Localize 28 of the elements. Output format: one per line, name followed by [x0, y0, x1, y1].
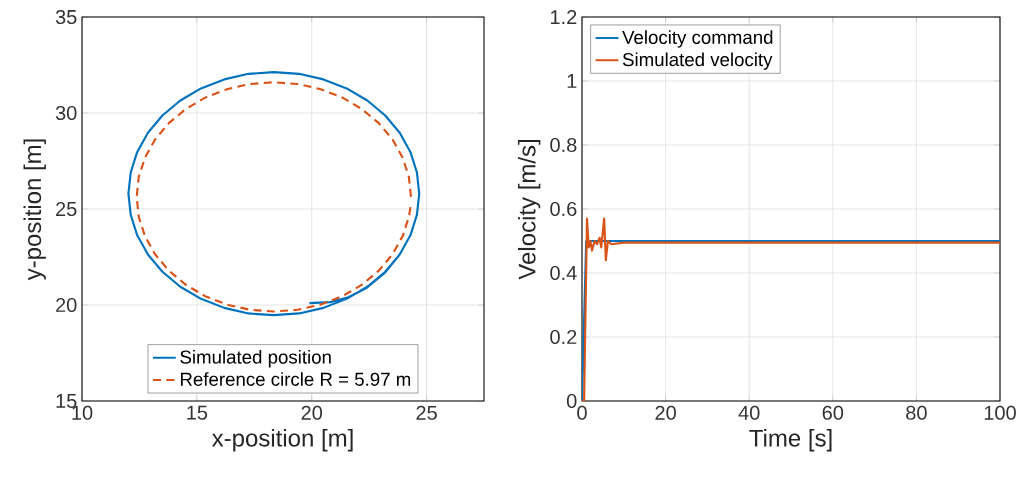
y-tick-label: 0.6: [550, 201, 577, 217]
x-tick-label: 100: [984, 405, 1016, 420]
x-tick-label: 0: [577, 405, 587, 420]
y-tick-label: 35: [55, 9, 77, 25]
y-tick-label: 1.2: [551, 10, 577, 24]
x-axis-title: Time [s]: [749, 429, 832, 452]
x-tick-label: 20: [655, 405, 676, 420]
legend-label: Reference circle R = 5.97 m: [180, 372, 411, 386]
x-tick-label: 60: [822, 405, 844, 420]
y-axis-title: y-position [m]: [23, 139, 46, 281]
y-tick-label: 1: [567, 74, 577, 88]
legend-label: Simulated position: [180, 349, 331, 368]
legend-label: Velocity command: [622, 30, 773, 48]
y-axis-title: Velocity [m/s]: [517, 140, 541, 280]
y-tick-label: 0: [566, 393, 577, 409]
x-tick-label: 40: [738, 405, 760, 420]
x-tick-label: 15: [187, 405, 208, 420]
legend-label: Simulated velocity: [622, 52, 773, 70]
y-tick-label: 25: [56, 201, 77, 217]
x-tick-label: 80: [906, 405, 927, 420]
x-tick-label: 25: [416, 405, 437, 420]
y-tick-label: 0.8: [550, 137, 577, 153]
x-axis-title: x-position [m]: [211, 429, 353, 452]
y-tick-label: 30: [55, 105, 77, 121]
x-tick-label: 20: [301, 405, 323, 420]
y-tick-label: 0.2: [550, 329, 577, 345]
y-tick-label: 0.4: [550, 265, 577, 281]
y-tick-label: 20: [56, 297, 77, 313]
